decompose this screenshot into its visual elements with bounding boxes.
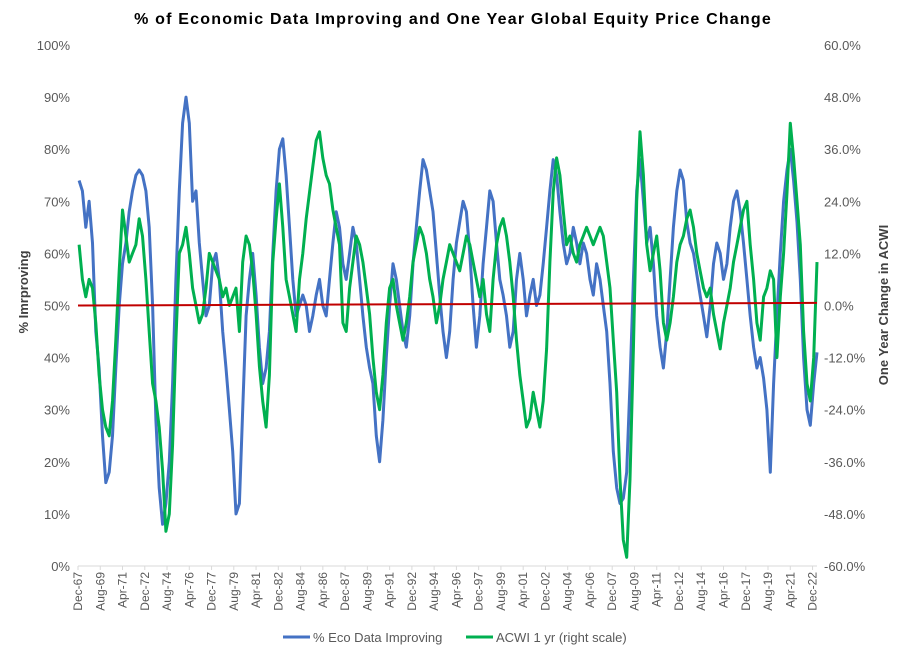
x-tick-label: Aug-94 [427, 572, 441, 611]
x-tick-label: Dec-72 [138, 572, 152, 611]
x-tick-label: Dec-22 [806, 572, 820, 611]
legend-item-acwi: ACWI 1 yr (right scale) [466, 630, 627, 645]
x-tick-label: Dec-82 [271, 572, 285, 611]
right-tick-label: -24.0% [824, 403, 866, 418]
right-axis-ticks: -60.0% -48.0% -36.0% -24.0% -12.0% 0.0% 12.0% 2… [824, 38, 866, 574]
x-tick-label: Dec-67 [71, 572, 85, 611]
right-tick-label: -60.0% [824, 559, 866, 574]
x-tick-label: Apr-71 [116, 572, 130, 608]
x-tick-label: Apr-81 [249, 572, 263, 608]
left-tick-label: 10% [44, 507, 70, 522]
right-tick-label: -36.0% [824, 455, 866, 470]
right-tick-label: 12.0% [824, 246, 861, 261]
x-axis-ticks: Dec-67 Aug-69 Apr-71 Dec-72 Aug-74 Apr-76 Dec-… [71, 566, 820, 611]
left-tick-label: 90% [44, 90, 70, 105]
legend-label-eco: % Eco Data Improving [313, 630, 442, 645]
x-tick-label: Aug-74 [160, 572, 174, 611]
left-tick-label: 20% [44, 455, 70, 470]
left-tick-label: 80% [44, 142, 70, 157]
legend-item-eco: % Eco Data Improving [283, 630, 442, 645]
left-axis-ticks: 0% 10% 20% 30% 40% 50% 60% 70% 80% 90% 100% [37, 38, 71, 574]
x-tick-label: Dec-12 [672, 572, 686, 611]
left-tick-label: 50% [44, 299, 70, 314]
x-tick-label: Aug-84 [294, 572, 308, 611]
x-tick-label: Dec-02 [538, 572, 552, 611]
x-tick-label: Apr-11 [650, 572, 664, 607]
right-tick-label: 36.0% [824, 142, 861, 157]
series-line-acwi [77, 121, 819, 559]
x-tick-label: Aug-14 [694, 572, 708, 611]
right-axis-title: One Year Change in ACWI [876, 225, 891, 385]
x-tick-label: Dec-92 [405, 572, 419, 611]
x-tick-label: Apr-91 [383, 572, 397, 608]
x-tick-label: Apr-86 [316, 572, 330, 608]
x-tick-label: Aug-89 [360, 572, 374, 611]
x-tick-label: Apr-16 [717, 572, 731, 608]
series-layer [77, 95, 819, 559]
legend-label-acwi: ACWI 1 yr (right scale) [496, 630, 627, 645]
left-tick-label: 40% [44, 351, 70, 366]
x-tick-label: Apr-01 [516, 572, 530, 608]
left-tick-label: 30% [44, 403, 70, 418]
x-tick-label: Apr-21 [783, 572, 797, 608]
right-tick-label: 48.0% [824, 90, 861, 105]
chart-title: % of Economic Data Improving and One Yea… [134, 11, 772, 28]
x-tick-label: Aug-69 [93, 572, 107, 611]
right-tick-label: -48.0% [824, 507, 866, 522]
x-tick-label: Aug-79 [227, 572, 241, 611]
x-tick-label: Aug-09 [627, 572, 641, 611]
x-tick-label: Dec-17 [739, 572, 753, 611]
x-tick-label: Dec-77 [205, 572, 219, 611]
right-tick-label: 60.0% [824, 38, 861, 53]
x-tick-label: Aug-99 [494, 572, 508, 611]
x-tick-label: Aug-04 [561, 572, 575, 611]
right-tick-label: -12.0% [824, 351, 866, 366]
reference-line [77, 301, 818, 307]
x-tick-label: Dec-97 [472, 572, 486, 611]
left-tick-label: 100% [37, 38, 71, 53]
x-tick-label: Apr-76 [182, 572, 196, 608]
left-tick-label: 0% [51, 559, 70, 574]
x-tick-label: Apr-06 [583, 572, 597, 608]
series-line-eco-data [77, 95, 819, 526]
right-tick-label: 0.0% [824, 299, 854, 314]
right-tick-label: 24.0% [824, 194, 861, 209]
legend: % Eco Data Improving ACWI 1 yr (right sc… [283, 630, 627, 645]
x-tick-label: Dec-87 [338, 572, 352, 611]
x-tick-label: Aug-19 [761, 572, 775, 611]
left-tick-label: 60% [44, 246, 70, 261]
x-tick-label: Apr-96 [449, 572, 463, 608]
left-axis-title: % Imrproving [16, 250, 31, 333]
left-tick-label: 70% [44, 194, 70, 209]
x-tick-label: Dec-07 [605, 572, 619, 611]
